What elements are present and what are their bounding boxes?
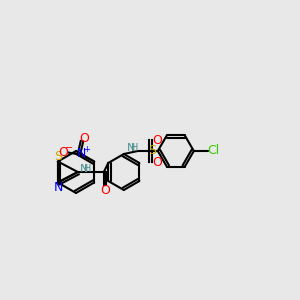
Text: O: O xyxy=(100,184,110,196)
Text: +: + xyxy=(83,145,90,154)
Text: O: O xyxy=(152,134,162,146)
Text: S: S xyxy=(54,150,62,163)
Text: N: N xyxy=(54,181,64,194)
Text: Cl: Cl xyxy=(208,145,220,158)
Text: H: H xyxy=(131,143,139,153)
Text: N: N xyxy=(80,164,88,173)
Text: O: O xyxy=(79,132,89,145)
Text: O: O xyxy=(58,146,68,159)
Text: N: N xyxy=(76,147,86,160)
Text: N: N xyxy=(127,143,135,153)
Text: S: S xyxy=(148,145,156,158)
Text: H: H xyxy=(84,164,92,173)
Text: O: O xyxy=(152,155,162,169)
Text: −: − xyxy=(65,143,73,154)
